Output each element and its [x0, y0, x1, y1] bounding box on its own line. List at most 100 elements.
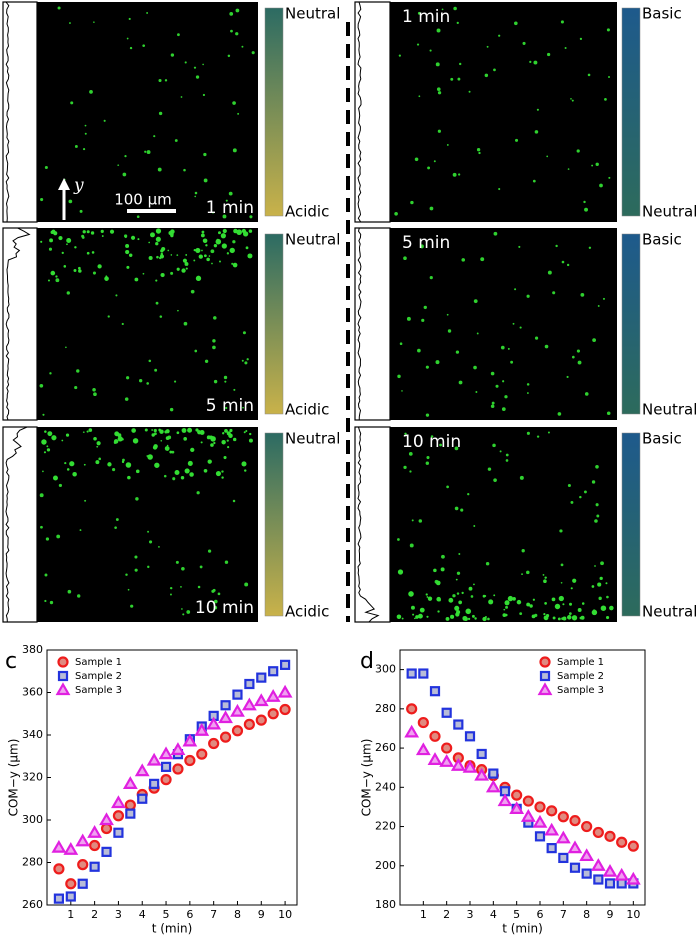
particle	[220, 233, 226, 239]
particle	[569, 602, 572, 606]
particle	[194, 349, 198, 353]
data-point	[279, 659, 291, 670]
data-point	[170, 742, 186, 755]
particle	[176, 254, 179, 256]
particle	[492, 443, 496, 448]
particle	[567, 168, 570, 170]
data-point	[75, 833, 91, 847]
particle	[197, 585, 201, 589]
particle	[117, 164, 120, 167]
particle	[153, 444, 158, 449]
particle	[207, 459, 212, 464]
particle	[404, 432, 407, 436]
data-point	[555, 830, 571, 844]
particle	[416, 43, 420, 46]
particle	[67, 589, 72, 594]
particle	[452, 172, 457, 177]
particle	[175, 560, 179, 564]
particle	[526, 392, 529, 394]
profile-box	[2, 426, 38, 623]
particle	[63, 265, 67, 268]
particle	[165, 429, 170, 434]
particle	[45, 537, 50, 541]
particle	[122, 172, 127, 177]
particle	[153, 428, 157, 433]
particle	[42, 413, 45, 416]
data-point	[474, 767, 490, 781]
particle	[200, 233, 205, 238]
particle	[40, 240, 43, 243]
particle	[217, 231, 221, 235]
particle	[210, 249, 215, 254]
particle	[203, 152, 207, 157]
time-label: 5 min	[206, 396, 254, 416]
particle	[224, 560, 229, 564]
particle	[591, 164, 594, 167]
particle	[146, 382, 149, 385]
particle	[441, 554, 445, 559]
particle	[42, 470, 44, 473]
particle	[406, 316, 411, 321]
y-tick-label: 360	[22, 686, 43, 699]
particle	[458, 553, 461, 556]
data-point	[87, 825, 103, 838]
data-point	[497, 793, 513, 807]
y-tick-label: 180	[375, 898, 396, 911]
particle	[526, 602, 531, 607]
particle	[48, 247, 53, 251]
particle	[170, 53, 175, 57]
data-point	[602, 863, 618, 877]
particle	[226, 431, 231, 436]
particle	[126, 37, 129, 40]
particle	[456, 592, 460, 595]
data-point	[111, 795, 126, 809]
particle	[47, 279, 50, 282]
particle	[151, 429, 154, 431]
micrograph	[37, 427, 258, 622]
data-point	[464, 731, 476, 742]
particle	[425, 365, 429, 369]
particle	[44, 430, 47, 433]
particle	[93, 392, 97, 397]
particle	[78, 269, 82, 273]
profile-curve	[357, 227, 362, 421]
particle	[130, 604, 134, 608]
particle	[233, 228, 238, 234]
particle	[566, 375, 569, 379]
particle	[124, 155, 127, 158]
particle	[241, 461, 247, 467]
particle	[213, 606, 218, 610]
particle	[418, 519, 423, 523]
particle	[221, 440, 226, 445]
particle	[425, 461, 430, 465]
particle	[170, 229, 175, 234]
particle	[401, 617, 404, 620]
time-label: 1 min	[206, 198, 254, 218]
particle	[484, 73, 489, 78]
x-tick-label: 1	[420, 908, 427, 921]
time-label: 1 min	[402, 7, 450, 27]
particle	[247, 253, 253, 259]
particle	[454, 506, 459, 511]
particle	[193, 66, 197, 69]
data-point	[522, 795, 534, 807]
data-point	[112, 810, 125, 822]
particle	[124, 397, 129, 401]
particle	[166, 448, 169, 451]
particle	[210, 436, 216, 442]
data-point	[194, 723, 210, 736]
particle	[158, 111, 163, 116]
y-tick-label: 260	[22, 898, 43, 911]
data-point	[99, 812, 114, 826]
data-point	[77, 859, 89, 871]
profile-curve	[5, 227, 31, 421]
particle	[410, 200, 414, 205]
data-point	[590, 858, 606, 871]
particle	[124, 235, 127, 239]
particle	[251, 51, 255, 55]
particle	[84, 132, 87, 135]
particle	[248, 229, 253, 233]
particle	[435, 360, 440, 365]
particle	[608, 176, 611, 179]
particle	[169, 450, 173, 454]
